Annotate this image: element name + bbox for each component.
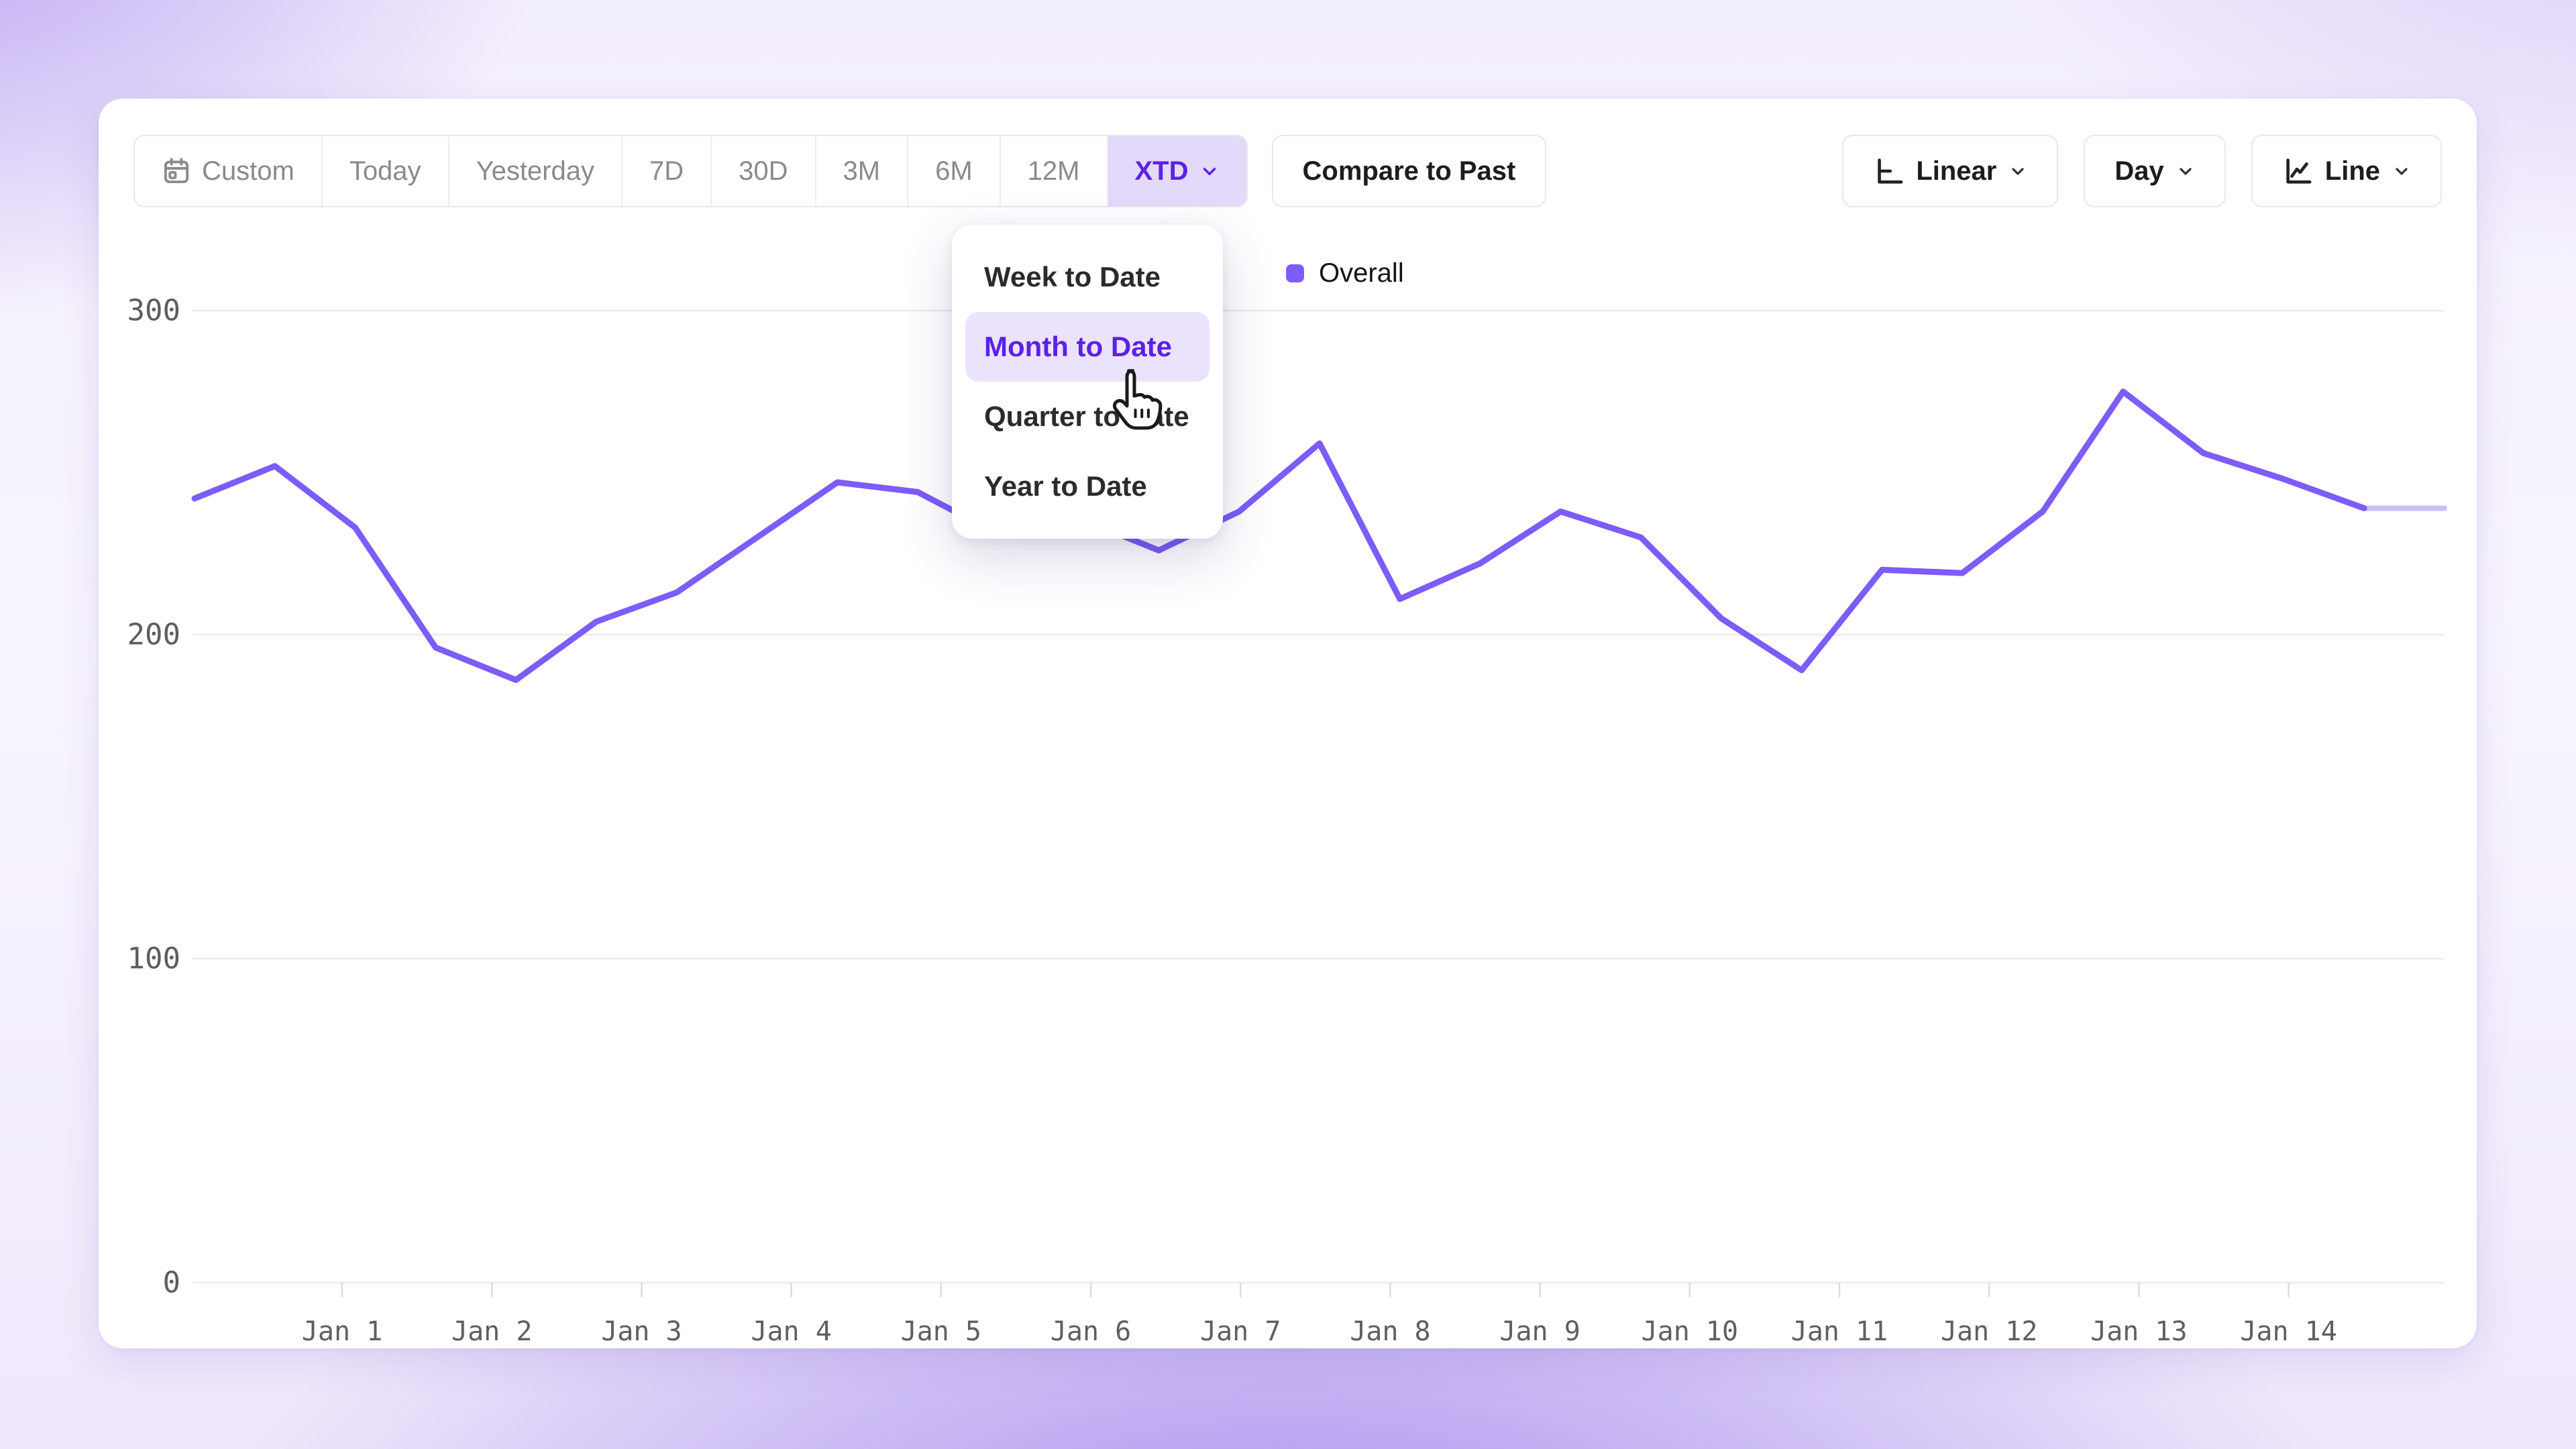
date-range-segmented-control: Custom Today Yesterday 7D 30D 3M 6M 12M … (133, 135, 1248, 207)
range-30d-button[interactable]: 30D (710, 136, 814, 206)
svg-text:Jan 14: Jan 14 (2240, 1316, 2337, 1347)
calendar-icon (162, 156, 191, 186)
range-xtd-button[interactable]: XTD (1106, 136, 1246, 206)
xtd-dropdown-menu: Week to Date Month to Date Quarter to Da… (952, 225, 1223, 539)
svg-text:100: 100 (127, 942, 180, 976)
svg-text:Jan 3: Jan 3 (601, 1316, 682, 1347)
svg-text:Jan 6: Jan 6 (1051, 1316, 1131, 1347)
display-controls: Linear Day Line (1842, 135, 2442, 207)
linear-scale-icon (1873, 156, 1904, 186)
range-12m-button[interactable]: 12M (999, 136, 1107, 206)
chevron-down-icon (2176, 162, 2195, 180)
yaxis-scale-dropdown[interactable]: Linear (1842, 135, 2059, 207)
svg-text:300: 300 (127, 294, 180, 328)
chevron-down-icon (2392, 162, 2411, 180)
svg-text:Jan 1: Jan 1 (302, 1316, 382, 1347)
range-today-button[interactable]: Today (321, 136, 448, 206)
range-6m-button[interactable]: 6M (907, 136, 1000, 206)
range-7d-button[interactable]: 7D (621, 136, 710, 206)
chart-type-dropdown[interactable]: Line (2251, 135, 2442, 207)
insight-card: 0 100 200 300 Jan 1 Jan 2 Jan 3 Jan 4 Jan 5 Jan 6… (99, 99, 2477, 1348)
svg-text:200: 200 (127, 618, 180, 652)
menu-item-quarter-to-date[interactable]: Quarter to Date (984, 400, 1189, 432)
legend-swatch (1286, 264, 1304, 282)
svg-text:0: 0 (163, 1266, 181, 1300)
chevron-down-icon (1199, 161, 1220, 181)
range-yesterday-button[interactable]: Yesterday (447, 136, 621, 206)
compare-to-past-button[interactable]: Compare to Past (1271, 135, 1547, 207)
legend-label: Overall (1319, 258, 1404, 288)
svg-text:Jan 10: Jan 10 (1642, 1316, 1739, 1347)
line-chart-icon (2282, 156, 2313, 186)
svg-text:Jan 11: Jan 11 (1791, 1316, 1888, 1347)
interval-dropdown[interactable]: Day (2084, 135, 2226, 207)
svg-text:Jan 2: Jan 2 (451, 1316, 532, 1347)
svg-text:Jan 5: Jan 5 (901, 1316, 981, 1347)
chevron-down-icon (2008, 162, 2027, 180)
svg-text:Jan 12: Jan 12 (1941, 1316, 2038, 1347)
svg-text:Jan 7: Jan 7 (1200, 1316, 1281, 1347)
menu-item-year-to-date[interactable]: Year to Date (984, 470, 1147, 502)
trend-line-chart: 0 100 200 300 Jan 1 Jan 2 Jan 3 Jan 4 Jan 5 Jan 6… (127, 294, 2447, 1347)
range-custom-button[interactable]: Custom (135, 136, 321, 206)
menu-item-month-to-date[interactable]: Month to Date (965, 312, 1210, 382)
svg-text:Jan 13: Jan 13 (2090, 1316, 2188, 1347)
date-range-controls: Custom Today Yesterday 7D 30D 3M 6M 12M … (133, 135, 1547, 207)
chart-toolbar: Custom Today Yesterday 7D 30D 3M 6M 12M … (133, 135, 2442, 207)
svg-text:Jan 9: Jan 9 (1499, 1316, 1580, 1347)
range-3m-button[interactable]: 3M (814, 136, 908, 206)
svg-text:Jan 8: Jan 8 (1350, 1316, 1430, 1347)
range-label: Custom (202, 156, 294, 186)
svg-text:Jan 4: Jan 4 (751, 1316, 831, 1347)
legend-item-overall[interactable]: Overall (1286, 258, 1404, 288)
menu-item-week-to-date[interactable]: Week to Date (984, 261, 1161, 292)
